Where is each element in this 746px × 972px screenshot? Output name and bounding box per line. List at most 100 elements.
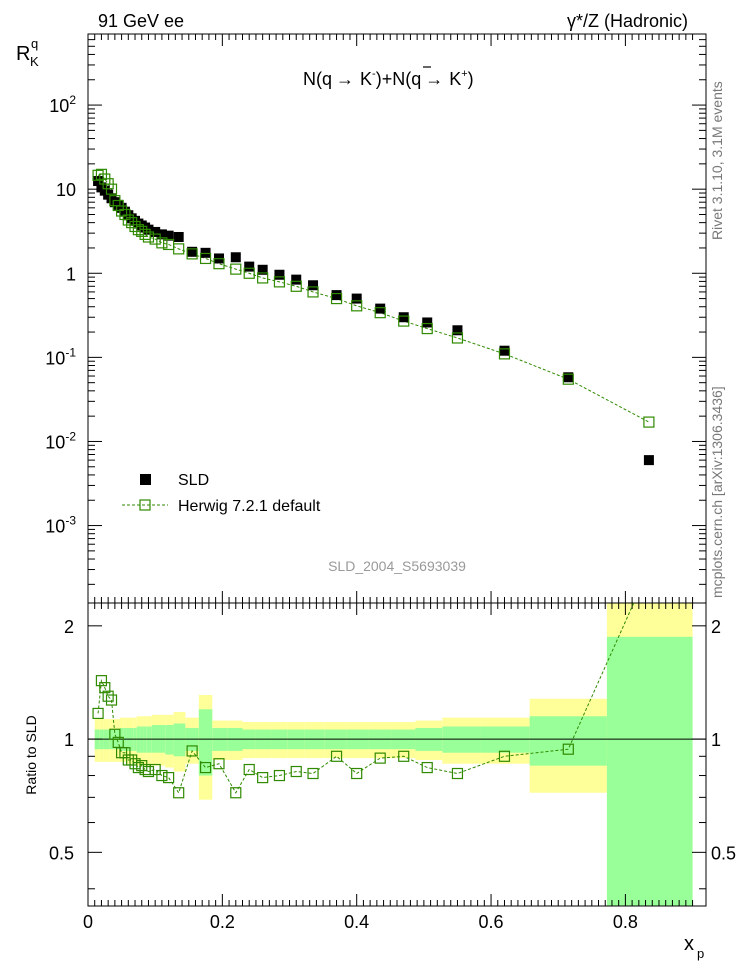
mc-point [149,233,161,245]
x-tick-label: 0.2 [210,912,235,932]
x-tick-label: 0.4 [344,912,369,932]
data-point [351,293,362,304]
ratio-point [102,690,114,702]
ratio-band-inner [165,725,174,755]
ratio-point [129,758,141,770]
analysis-id: SLD_2004_S5693039 [328,558,466,574]
y-label-sup: q [31,36,38,51]
data-point [230,252,241,263]
data-point [163,230,174,241]
ratio-bands [94,603,693,906]
ratio-band-inner [136,726,141,753]
mc-point [142,231,155,243]
data-point [150,226,161,237]
legend: SLD Herwig 7.2.1 default [122,472,321,515]
ratio-tick-label-left: 0.5 [49,843,74,863]
y-tick-label: 10-1 [45,345,76,368]
legend-data-marker [140,474,151,485]
mc-point [307,286,319,298]
mc-point [186,248,198,260]
ratio-point [290,765,302,778]
x-tick-label: 0.6 [479,912,504,932]
ratio-tick-label-right: 2 [711,617,721,637]
mc-point [136,225,148,237]
x-label-sub: p [697,946,704,961]
mc-point [257,272,269,284]
ratio-tick-label-left: 1 [64,730,74,750]
mc-line [97,173,650,423]
x-tick-label: 0 [83,912,93,932]
axes: 0 0.2 0.4 0.6 0.8 10-3 10-2 10-1 1 10 102 0.5 0.5 1 1 2… [45,33,736,932]
ratio-band-inner [173,723,186,757]
x-label-main: x [684,933,694,955]
y-label-main: R [16,43,30,65]
ratio-point [156,769,168,782]
data-point [187,246,198,257]
mc-point [351,300,363,312]
data-point [200,247,211,258]
y-tick-label: 1 [66,264,76,284]
mc-point [173,243,185,255]
ratio-band-inner [143,726,147,753]
ratio-tick-label-left: 2 [64,617,74,637]
ratio-point [126,754,138,766]
ratio-point [186,745,198,757]
ratio-point [213,758,225,770]
ratio-point [273,769,286,782]
title-k2-sup: + [461,68,467,80]
mc-point [290,280,302,292]
plot-title: N(q → K-)+N(q → K+) [303,66,474,89]
ratio-point [562,743,574,755]
ratio-line [97,602,635,794]
title-k2: K [449,69,461,89]
mc-point [421,322,433,335]
data-point [422,317,433,328]
ratio-band-inner [606,636,693,906]
ratio-point [95,675,108,687]
energy-label: 91 GeV ee [98,11,184,31]
ratio-point [307,767,319,780]
ratio-point [351,767,363,780]
data-point [375,303,386,314]
title-k1: K [360,69,372,89]
mc-point [243,267,255,279]
title-qbar: q [411,69,421,89]
legend-data-label: SLD [178,472,209,489]
ratio-point [451,767,464,780]
data-point [499,345,510,356]
main-y-label: R q K [16,36,39,69]
data-point [244,261,255,272]
data-point [173,231,184,242]
mc-point [92,169,104,181]
ratio-point [374,752,386,764]
mc-point [115,205,128,217]
ratio-band-inner [442,726,481,753]
mc-point [374,307,386,319]
data-point [274,269,285,280]
mc-point [498,348,511,360]
ratio-point [498,750,511,762]
ratio-band-inner [529,716,607,766]
ratio-point [330,750,343,762]
ratio-point [257,771,269,784]
ratio-point [136,760,148,772]
mc-point [122,214,134,226]
rivet-label: Rivet 3.1.10, 3.1M events [709,81,725,240]
mc-point [126,217,138,229]
mc-point [562,373,574,385]
mcplots-label: mcplots.cern.ch [arXiv:1306.3436] [709,386,725,598]
ratio-point [199,761,212,774]
mc-point [105,183,118,195]
ratio-band-inner [140,726,144,753]
mc-point [330,292,343,305]
ratio-point [398,750,410,762]
data-point [257,264,268,275]
ratio-marks [92,602,635,799]
ratio-band-inner [198,709,213,776]
ratio-band-inner [146,726,152,753]
data-point [156,229,167,240]
ratio-tick-label-right: 1 [711,730,721,750]
mc-point [451,332,464,344]
ratio-point [142,765,155,778]
